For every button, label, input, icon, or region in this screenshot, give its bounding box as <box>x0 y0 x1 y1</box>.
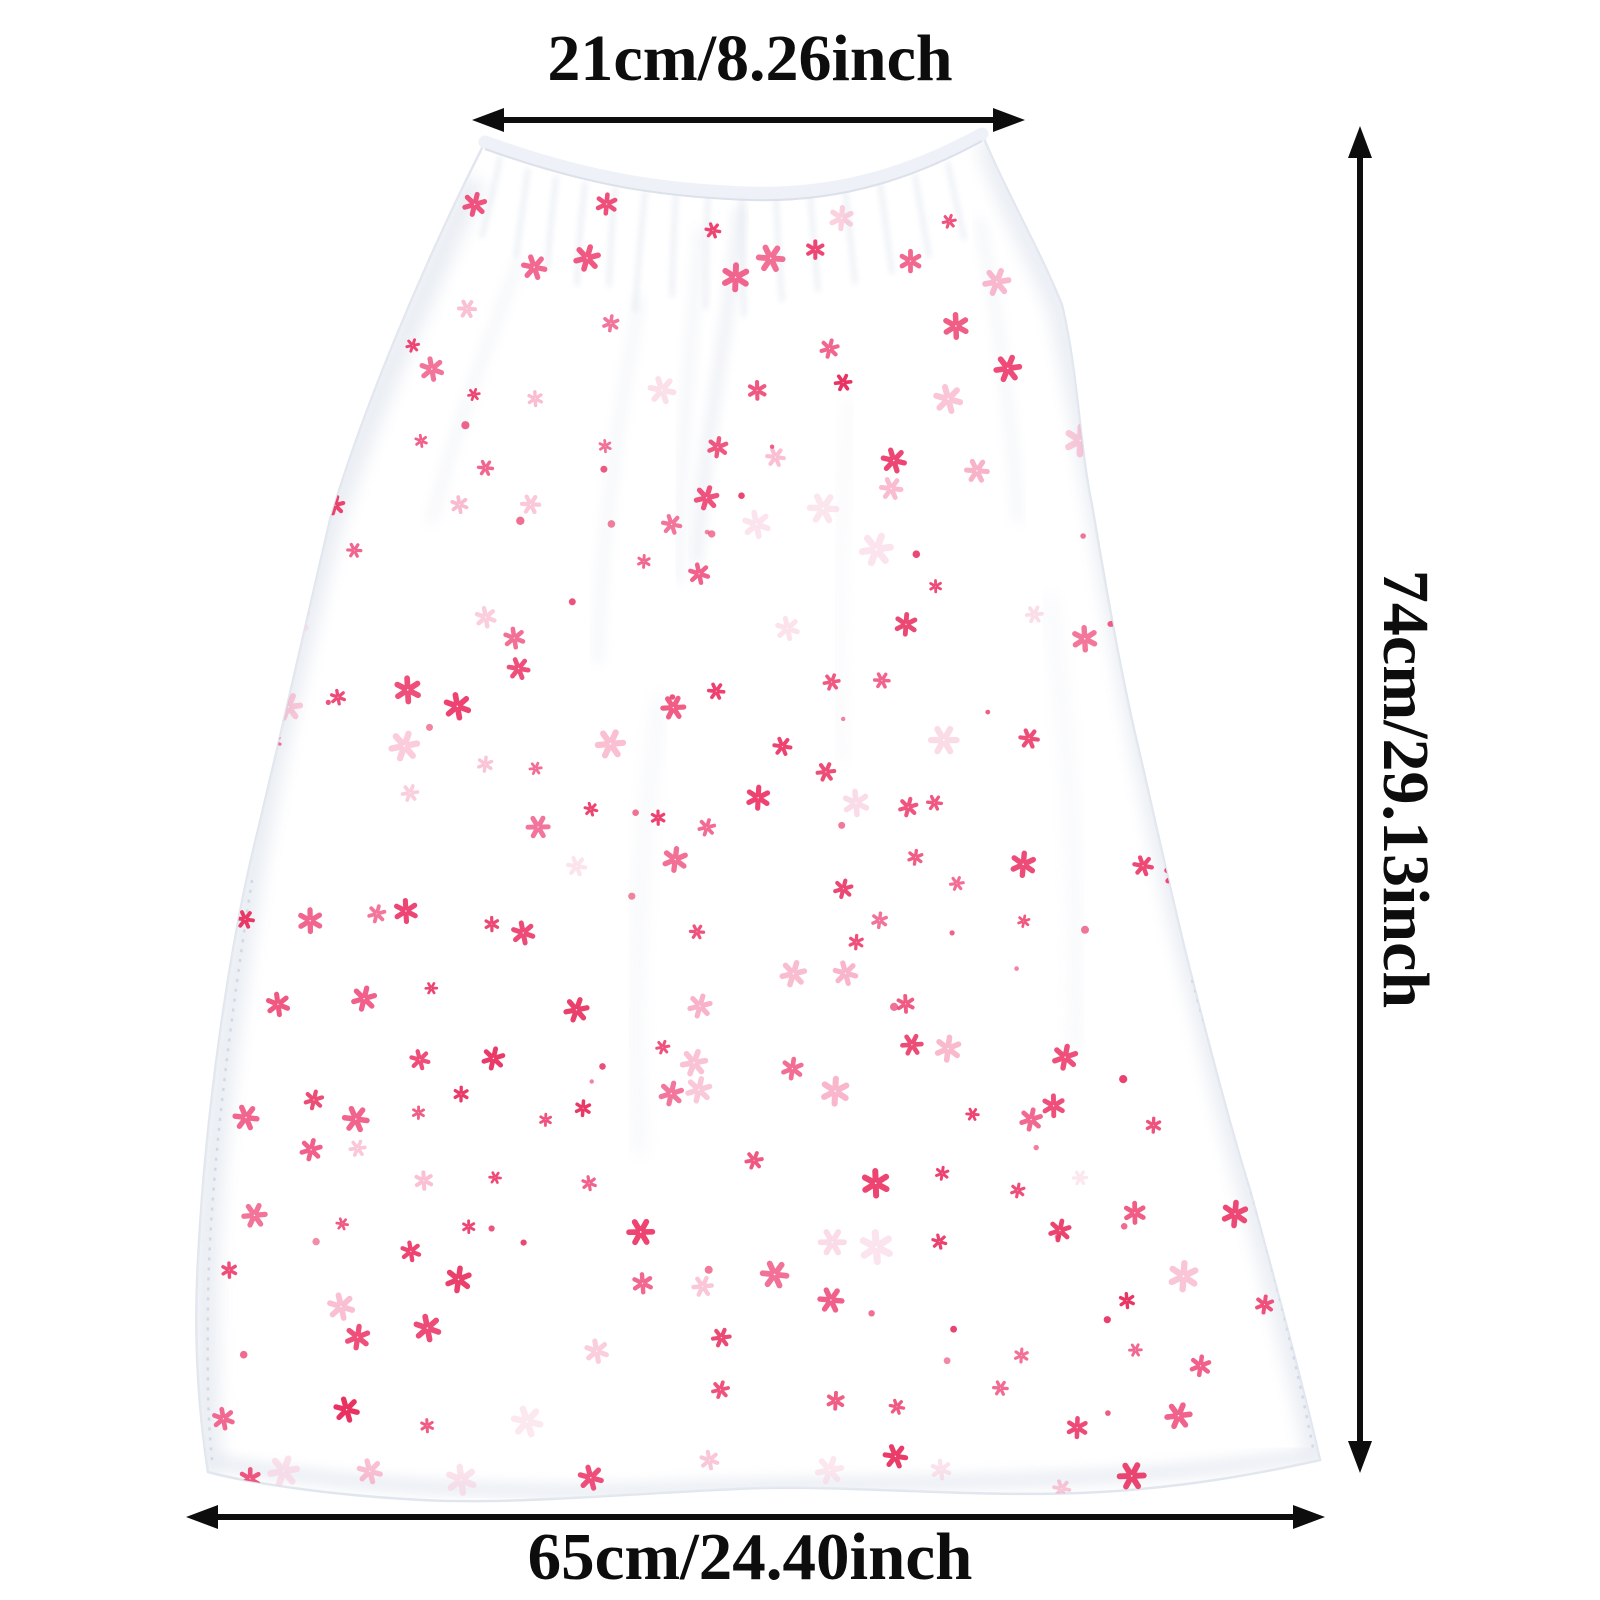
garment-shading <box>196 138 1320 1500</box>
garment-waistband <box>478 127 989 202</box>
top-width-arrow <box>472 108 1025 132</box>
arrowhead-up-icon <box>1348 126 1372 158</box>
arrowhead-right-icon <box>1293 1505 1325 1529</box>
arrowhead-right-icon <box>993 108 1025 132</box>
arrowhead-left-icon <box>186 1505 218 1529</box>
arrowhead-left-icon <box>472 108 504 132</box>
arrowhead-down-icon <box>1348 1441 1372 1473</box>
bottom-width-label: 65cm/24.40inch <box>527 1520 973 1594</box>
right-height-label: 74cm/29.13inch <box>1369 569 1442 1009</box>
top-width-label: 21cm/8.26inch <box>547 22 953 95</box>
garment-seam-stitching <box>206 879 1315 1461</box>
bottom-width-arrow <box>186 1505 1325 1529</box>
right-height-arrow <box>1348 126 1372 1473</box>
